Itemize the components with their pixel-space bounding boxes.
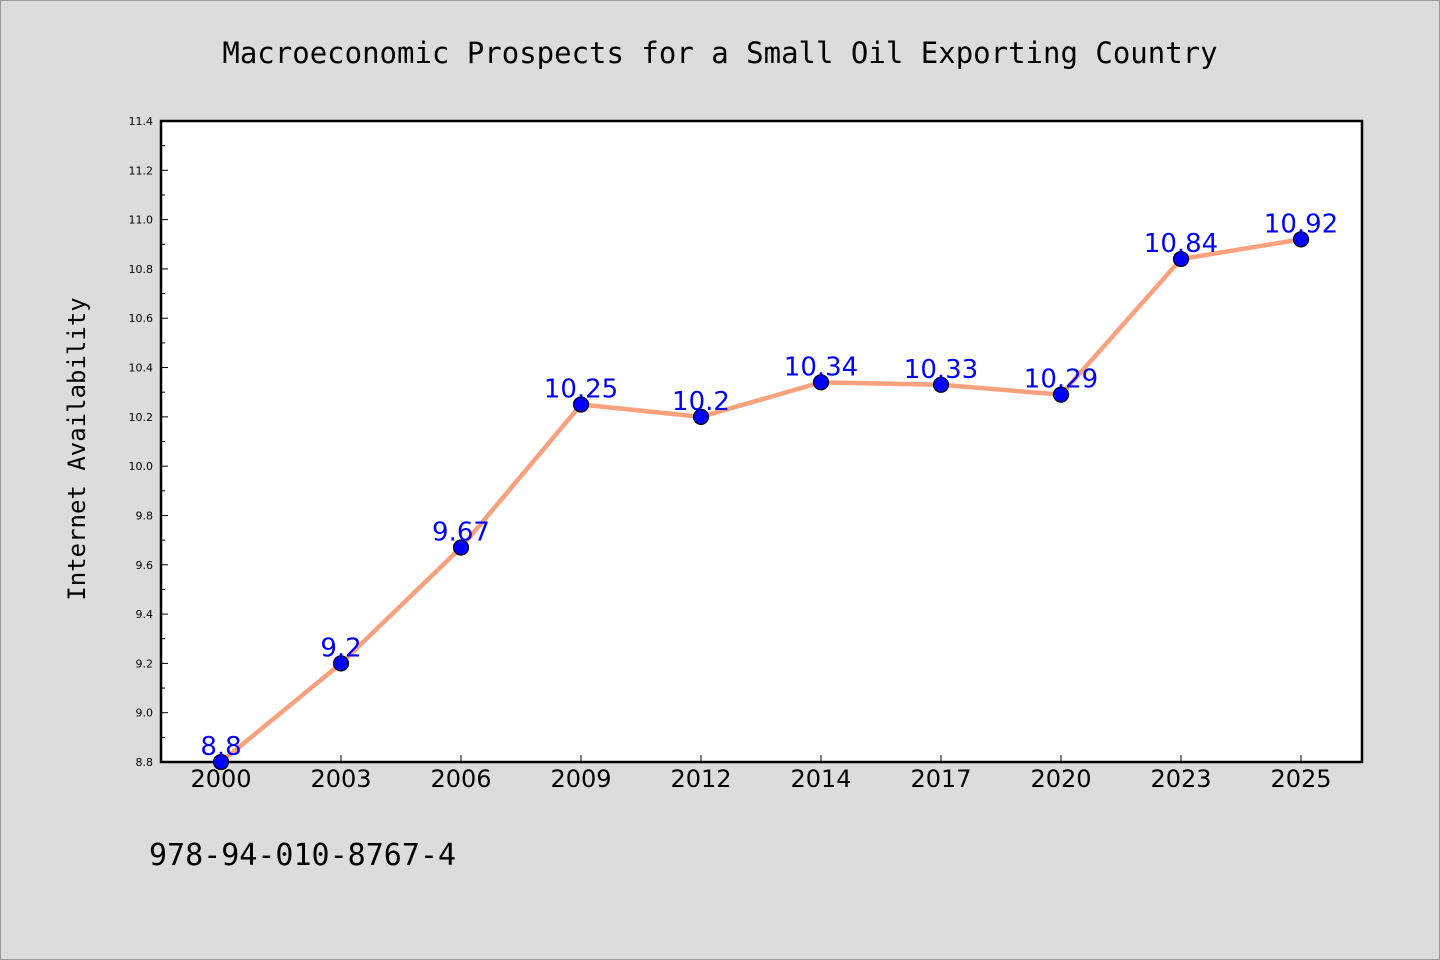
data-point-marker (1172, 250, 1190, 268)
y-tick-label: 10.0 (129, 460, 154, 473)
data-point-marker (452, 539, 470, 556)
data-label: 8.8 (200, 732, 241, 762)
data-point-marker (572, 396, 590, 413)
x-tick-label: 2012 (670, 765, 731, 793)
y-tick-label: 9.8 (136, 509, 154, 522)
y-tick-label: 9.6 (136, 559, 154, 572)
data-label: 10.92 (1264, 209, 1338, 239)
y-axis-label: Internet Availability (63, 297, 91, 600)
data-label: 9.67 (432, 518, 490, 548)
data-labels-group: 8.8 9.2 9.67 10.25 10.2 10.34 10.33 10.29 10.84 1… (200, 209, 1338, 762)
data-point-marker (332, 655, 350, 672)
chart-title: Macroeconomic Prospects for a Small Oil … (222, 36, 1217, 70)
x-tick-label: 2017 (910, 765, 971, 793)
y-tick-label: 11.4 (129, 115, 154, 128)
data-label: 10.84 (1144, 229, 1218, 259)
y-tick-label: 10.8 (129, 263, 154, 276)
markers-group (212, 231, 1310, 771)
x-axis: 2000 2003 2006 2009 2012 2014 2017 2020 2023 2025 (190, 755, 1332, 793)
x-tick-label: 2014 (790, 765, 851, 793)
y-tick-label: 10.4 (129, 362, 154, 375)
data-label: 10.29 (1024, 365, 1098, 395)
x-tick-label: 2009 (550, 765, 611, 793)
x-tick-label: 2020 (1030, 765, 1091, 793)
y-tick-label: 8.8 (136, 756, 154, 769)
data-label: 10.33 (904, 355, 978, 385)
series-line-group (219, 237, 1302, 764)
y-tick-label: 10.6 (129, 312, 154, 325)
y-tick-label: 11.2 (129, 164, 154, 177)
data-point-marker (932, 376, 950, 393)
data-label: 10.34 (784, 352, 858, 382)
x-tick-label: 2025 (1270, 765, 1331, 793)
data-point-marker (812, 374, 830, 391)
y-tick-label: 9.0 (136, 707, 154, 720)
plot-area (159, 119, 1364, 764)
data-label: 9.2 (320, 633, 361, 663)
y-tick-label: 9.4 (136, 608, 154, 621)
y-tick-label: 10.2 (129, 411, 154, 424)
x-tick-label: 2023 (1150, 765, 1211, 793)
data-point-marker (212, 753, 230, 771)
x-tick-label: 2003 (310, 765, 371, 793)
y-tick-label: 11.0 (129, 214, 154, 227)
y-tick-label: 9.2 (136, 657, 154, 670)
data-point-marker (692, 408, 710, 425)
data-point-marker (1052, 386, 1070, 403)
data-label: 10.25 (544, 375, 618, 405)
footnote-isbn: 978-94-010-8767-4 (149, 838, 456, 873)
series-line (219, 237, 1302, 764)
data-point-marker (1292, 231, 1310, 248)
data-label: 10.2 (672, 387, 730, 417)
y-axis: 8.8 9.0 9.2 9.4 9.6 9.8 10.0 10.2 10.4 10.6 10.8 11… (129, 115, 168, 769)
x-tick-label: 2006 (430, 765, 491, 793)
